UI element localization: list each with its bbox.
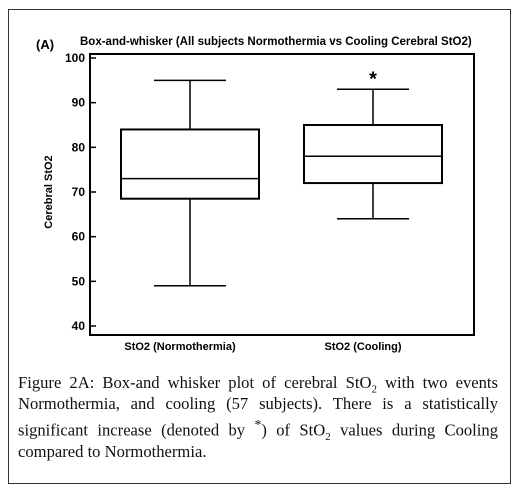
significance-star: * [369, 68, 377, 90]
y-tick-label: 50 [72, 274, 86, 288]
caption-label: Figure 2A: [18, 373, 95, 392]
box-plot-chart: (A) Box-and-whisker (All subjects Normot… [36, 36, 475, 353]
y-tick-label: 90 [72, 96, 86, 110]
figure-caption: Figure 2A: Box-and whisker plot of cereb… [18, 372, 498, 462]
x-category-label: StO2 (Cooling) [325, 341, 402, 353]
y-axis-label: Cerebral StO2 [43, 155, 55, 228]
iqr-box [120, 128, 260, 200]
y-tick-label: 80 [72, 140, 86, 154]
box-1 [120, 79, 260, 287]
iqr-box [303, 124, 443, 185]
caption-text-4: values during Cooling compared to Normot… [18, 420, 498, 461]
box-2: * [303, 68, 443, 220]
caption-subscript-1: 2 [371, 383, 377, 396]
caption-text-2: with two events Normothermia, and coolin… [18, 373, 498, 440]
plot-area-frame [89, 53, 475, 336]
y-tick-label: 40 [72, 319, 86, 333]
caption-subscript-2: 2 [325, 430, 331, 443]
caption-text-3: ) of StO [261, 420, 326, 440]
figure-frame [8, 9, 511, 484]
panel-label: (A) [36, 37, 54, 52]
chart-title: Box-and-whisker (All subjects Normotherm… [80, 36, 472, 48]
y-tick-label: 70 [72, 185, 86, 199]
y-axis: 40 50 60 70 80 90 100 [65, 51, 96, 333]
y-tick-label: 60 [72, 230, 86, 244]
y-tick-label: 100 [65, 51, 85, 65]
caption-text-1: Box-and whisker plot of cerebral StO [94, 373, 372, 392]
caption-star: * [254, 417, 262, 432]
x-axis-categories: StO2 (Normothermia) StO2 (Cooling) [124, 341, 401, 353]
box-series: * [120, 68, 443, 287]
x-category-label: StO2 (Normothermia) [124, 341, 236, 353]
